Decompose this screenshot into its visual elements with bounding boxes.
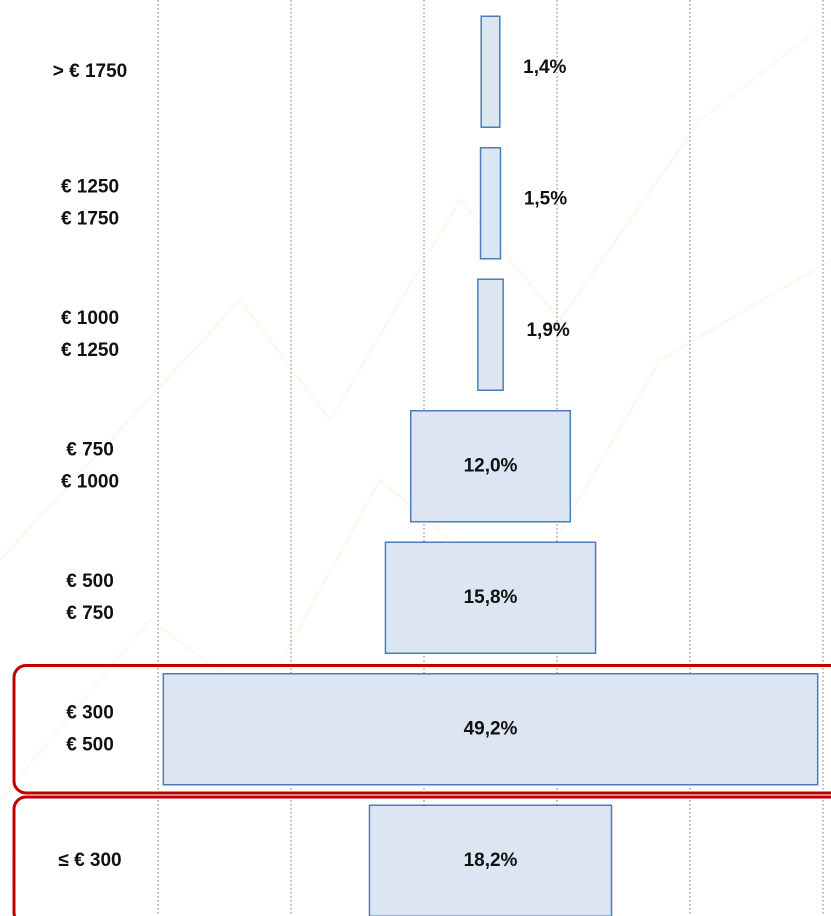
bar <box>479 147 502 260</box>
category-label: € 750 <box>66 603 114 624</box>
value-label: 12,0% <box>464 455 518 476</box>
bar <box>162 673 819 786</box>
category-label: > € 1750 <box>53 61 128 82</box>
bar <box>477 278 504 391</box>
value-label: 1,4% <box>523 57 566 78</box>
category-label: ≤ € 300 <box>58 850 121 871</box>
category-label: € 1750 <box>61 208 119 229</box>
category-label: € 1250 <box>61 176 119 197</box>
value-label: 1,9% <box>526 320 569 341</box>
category-label: € 1000 <box>61 471 119 492</box>
category-label: € 500 <box>66 571 114 592</box>
bar <box>384 541 597 654</box>
value-label: 1,5% <box>524 188 567 209</box>
category-label: € 1000 <box>61 308 119 329</box>
category-label: € 750 <box>66 439 114 460</box>
bar <box>409 410 572 523</box>
bar <box>368 804 613 916</box>
category-label: € 300 <box>66 702 114 723</box>
highlight-box <box>12 664 831 795</box>
value-label: 49,2% <box>464 718 518 739</box>
value-label: 18,2% <box>464 850 518 871</box>
value-label: 15,8% <box>464 587 518 608</box>
highlight-box <box>12 795 831 916</box>
category-label: € 500 <box>66 734 114 755</box>
watermark <box>0 18 831 801</box>
category-label: € 1250 <box>61 340 119 361</box>
bar <box>480 15 501 128</box>
